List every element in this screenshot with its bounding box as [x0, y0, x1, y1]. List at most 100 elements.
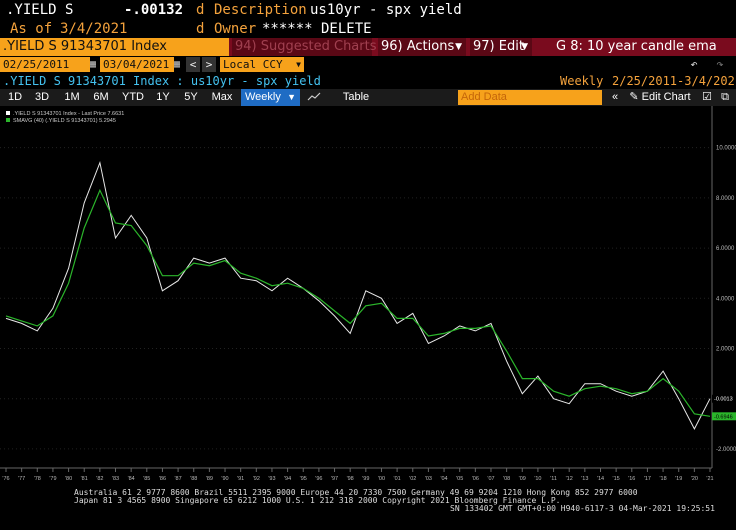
x-tick-label: '87	[175, 476, 182, 482]
x-tick-label: '81	[81, 476, 88, 482]
price: -.00132	[124, 2, 184, 18]
x-tick-label: '16	[628, 476, 635, 482]
x-tick-label: '07	[487, 476, 494, 482]
x-tick-label: '06	[472, 476, 479, 482]
x-tick-label: '01	[394, 476, 401, 482]
x-tick-label: '82	[96, 476, 103, 482]
x-tick-label: '86	[159, 476, 166, 482]
x-tick-label: '77	[18, 476, 25, 482]
x-tick-label: '89	[206, 476, 213, 482]
table-button[interactable]: Table	[342, 91, 370, 103]
currency-select[interactable]: Local CCY ▼	[220, 57, 304, 72]
chart-background	[0, 106, 736, 486]
x-tick-label: '19	[675, 476, 682, 482]
legend-sma: SMAVG (40) (.YIELD S 91343701) 5.2945	[13, 118, 116, 124]
x-tick-label: '18	[659, 476, 666, 482]
owner-label: Owner	[214, 21, 257, 37]
line-chart-icon[interactable]	[306, 89, 322, 106]
y-tick-label: 2.0000	[716, 347, 735, 353]
x-tick-label: '76	[2, 476, 9, 482]
sma-last-label: -0.6946	[714, 414, 733, 420]
edit-menu[interactable]: 97) Edit ▼	[470, 38, 532, 56]
y-tick-label: 4.0000	[716, 296, 735, 302]
x-tick-label: '03	[425, 476, 432, 482]
x-tick-label: '00	[378, 476, 385, 482]
x-tick-label: '02	[409, 476, 416, 482]
x-tick-label: '12	[566, 476, 573, 482]
footer: Australia 61 2 9777 8600 Brazil 5511 239…	[0, 486, 736, 530]
x-tick-label: '84	[128, 476, 135, 482]
x-tick-label: '83	[112, 476, 119, 482]
sma-line	[5, 188, 711, 417]
asof-label: As of	[10, 21, 53, 37]
range-3d[interactable]: 3D	[34, 91, 50, 103]
x-tick-label: '96	[315, 476, 322, 482]
range-5y[interactable]: 5Y	[184, 91, 198, 103]
x-tick-label: '92	[253, 476, 260, 482]
x-tick-label: '85	[143, 476, 150, 482]
legend-swatch-price	[6, 111, 10, 115]
chevron-down-icon: ▼	[296, 60, 301, 69]
x-tick-label: '90	[221, 476, 228, 482]
x-tick-label: '17	[644, 476, 651, 482]
description-label: Description	[214, 2, 307, 18]
footer-session: SN 133402 GMT GMT+0:00 H940-6117-3 04-Ma…	[450, 504, 715, 513]
x-tick-label: '79	[49, 476, 56, 482]
suggested-charts-button[interactable]: 94) Suggested Charts	[232, 38, 377, 56]
undo-icon[interactable]: ↶	[690, 57, 698, 71]
x-tick-label: '95	[300, 476, 307, 482]
x-tick-label: '14	[597, 476, 604, 482]
x-tick-label: '78	[34, 476, 41, 482]
frequency-select[interactable]: Weekly ▼	[241, 89, 300, 106]
owner-value: ****** DELETE	[262, 21, 372, 37]
last-value-labels: -0.0013 -0.6946	[712, 394, 736, 421]
price-line	[5, 160, 711, 430]
range-ytd[interactable]: YTD	[122, 91, 144, 103]
legend-swatch-sma	[6, 118, 10, 122]
calendar-icon[interactable]: ▦	[90, 57, 100, 72]
x-tick-label: '08	[503, 476, 510, 482]
x-tick-label: '80	[65, 476, 72, 482]
security-field[interactable]: .YIELD S 91343701 Index	[0, 38, 229, 56]
range-max[interactable]: Max	[211, 91, 233, 103]
frequency-label: Weekly	[560, 74, 604, 88]
x-tick-label: '98	[347, 476, 354, 482]
settings-icon[interactable]: ☑	[702, 91, 712, 103]
x-tick-label: '04	[440, 476, 447, 482]
price-chart[interactable]: 10.00008.00006.00004.00002.00000.0000-2.…	[0, 106, 736, 486]
info-row: .YIELD S 91343701 Index : us10yr - spx y…	[0, 73, 736, 89]
add-data-field[interactable]: Add Data	[458, 90, 602, 105]
range-1y[interactable]: 1Y	[156, 91, 170, 103]
date-range-label: 2/25/2011-3/4/2021	[612, 74, 736, 88]
ticker: .YIELD S	[6, 2, 74, 18]
chart-name[interactable]: G 8: 10 year candle ema	[536, 38, 736, 56]
actions-menu[interactable]: 96) Actions ▼	[378, 38, 466, 56]
collapse-icon[interactable]: «	[611, 91, 619, 103]
description-value: us10yr - spx yield	[310, 2, 462, 18]
range-1d[interactable]: 1D	[7, 91, 23, 103]
range-6m[interactable]: 6M	[93, 91, 109, 103]
sma-last-label-box	[712, 412, 736, 421]
chevron-down-icon: ▼	[455, 42, 462, 52]
grid	[0, 147, 712, 450]
start-date-field[interactable]: 02/25/2011	[0, 57, 90, 72]
legend: .YIELD S 91343701 Index - Last Price 7.6…	[6, 111, 124, 124]
next-arrow-icon[interactable]: >	[202, 57, 216, 72]
range-1m[interactable]: 1M	[64, 91, 80, 103]
x-tick-label: '93	[268, 476, 275, 482]
asof-value: 3/4/2021	[60, 21, 128, 37]
x-tick-label: '99	[362, 476, 369, 482]
x-tick-label: '05	[456, 476, 463, 482]
share-icon[interactable]: ⧉	[721, 91, 729, 103]
edit-chart-button[interactable]: ✎ Edit Chart	[629, 91, 691, 103]
calendar-icon[interactable]: ▦	[174, 59, 181, 70]
end-date-field[interactable]: 03/04/2021	[100, 57, 174, 72]
previous-arrow-icon[interactable]: <	[186, 57, 200, 72]
y-tick-label: 8.0000	[716, 196, 735, 202]
x-tick-label: '10	[534, 476, 541, 482]
legend-price: .YIELD S 91343701 Index - Last Price 7.6…	[13, 111, 124, 117]
desc-prefix: d	[196, 2, 205, 18]
x-tick-label: '88	[190, 476, 197, 482]
x-ticks: '76 '77 '78 '79 '80 '81 '82 '83 '84 '85 '86 '87 '88 '…	[2, 468, 714, 482]
redo-icon[interactable]: ↷	[716, 57, 724, 71]
